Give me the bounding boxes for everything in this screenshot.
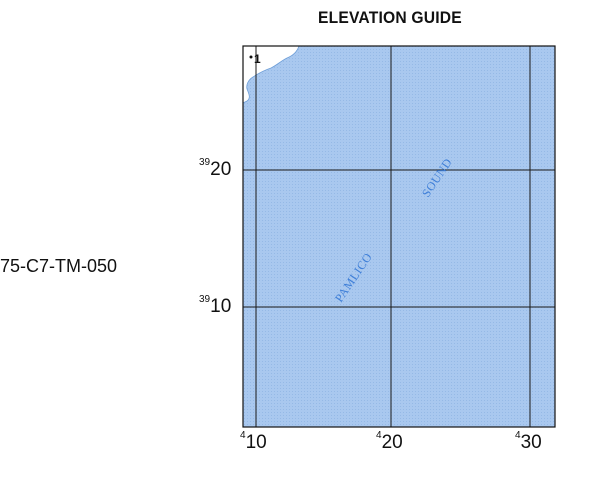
land-area: [242, 45, 300, 104]
spot-elevation-label: 1: [254, 52, 261, 66]
spot-elevation-dot: [249, 55, 253, 59]
water-area: [243, 46, 555, 427]
map-frame: [242, 45, 556, 428]
x-tick-label-3: 430: [515, 430, 542, 453]
y-tick-label-2: 3910: [199, 294, 232, 317]
grid-lines: [243, 46, 555, 427]
x-tick-label-2: 420: [376, 430, 403, 453]
y-tick-label-1: 3920: [199, 157, 232, 180]
map-title: ELEVATION GUIDE: [318, 8, 462, 27]
sheet-identifier: 75-C7-TM-050: [0, 256, 118, 276]
x-tick-label-1: 410: [240, 430, 267, 453]
